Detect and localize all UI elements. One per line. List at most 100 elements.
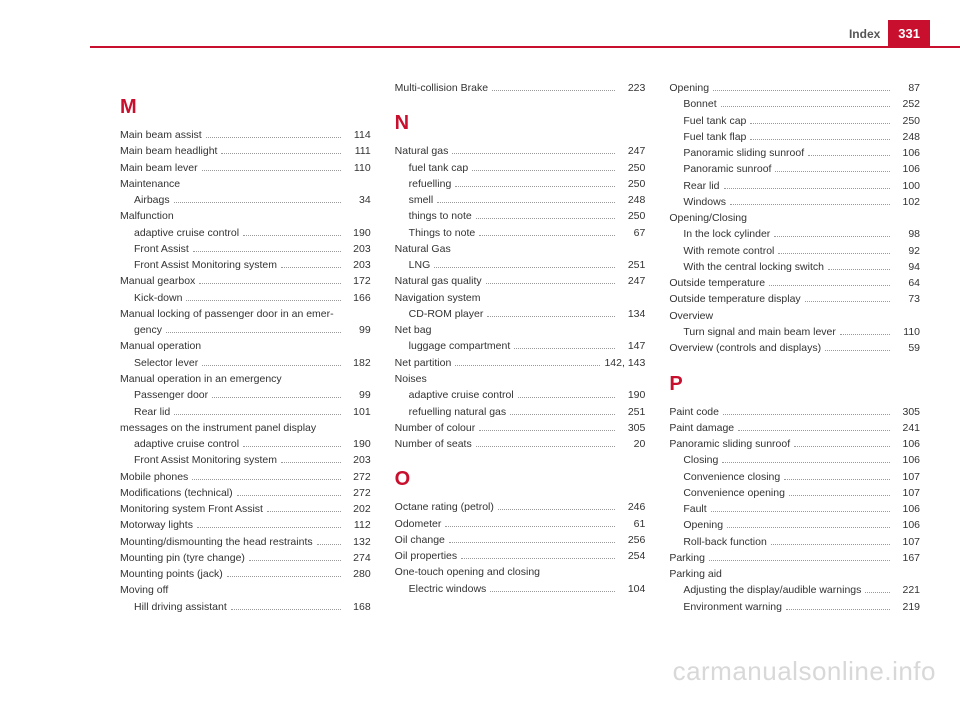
leader-dots	[206, 131, 341, 138]
entry-page: 182	[345, 355, 371, 371]
entry-label: Monitoring system Front Assist	[120, 501, 263, 517]
entry-page: 246	[619, 499, 645, 515]
index-entry: Airbags34	[120, 192, 371, 208]
section-letter: P	[669, 369, 920, 400]
entry-label: Front Assist Monitoring system	[134, 452, 277, 468]
index-entry: Things to note67	[395, 225, 646, 241]
entry-label: With remote control	[683, 243, 774, 259]
leader-dots	[472, 163, 615, 170]
index-entry: Fault106	[669, 501, 920, 517]
entry-page: 251	[619, 404, 645, 420]
entry-label: LNG	[409, 257, 431, 273]
accent-bar	[90, 46, 960, 48]
index-entry: Noises	[395, 371, 646, 387]
index-entry: Rear lid100	[669, 178, 920, 194]
index-entry: Panoramic sunroof106	[669, 161, 920, 177]
entry-label: Mounting pin (tyre change)	[120, 550, 245, 566]
entry-label: Overview	[669, 308, 713, 324]
index-entry: Panoramic sliding sunroof 106	[669, 436, 920, 452]
leader-dots	[231, 602, 341, 609]
entry-label: Motorway lights	[120, 517, 193, 533]
entry-page: 99	[345, 387, 371, 403]
entry-page: 106	[894, 452, 920, 468]
entry-page: 254	[619, 548, 645, 564]
entry-page: 305	[894, 404, 920, 420]
leader-dots	[778, 246, 890, 253]
leader-dots	[249, 554, 341, 561]
index-entry: Convenience opening107	[669, 485, 920, 501]
index-entry: One-touch opening and closing	[395, 564, 646, 580]
index-entry: Malfunction	[120, 208, 371, 224]
leader-dots	[723, 407, 890, 414]
entry-page: 112	[345, 517, 371, 533]
entry-page: 106	[894, 436, 920, 452]
entry-label: Net bag	[395, 322, 432, 338]
entry-page: 106	[894, 501, 920, 517]
entry-label: Things to note	[409, 225, 476, 241]
entry-label: luggage compartment	[409, 338, 511, 354]
entry-page: 147	[619, 338, 645, 354]
entry-label: fuel tank cap	[409, 160, 469, 176]
leader-dots	[317, 537, 341, 544]
entry-label: Convenience closing	[683, 469, 780, 485]
entry-label: Parking	[669, 550, 705, 566]
leader-dots	[267, 505, 341, 512]
entry-page: 100	[894, 178, 920, 194]
index-entry: With remote control92	[669, 243, 920, 259]
entry-label: Kick-down	[134, 290, 182, 306]
entry-label: Outside temperature	[669, 275, 765, 291]
entry-page: 107	[894, 469, 920, 485]
leader-dots	[794, 440, 890, 447]
entry-label: Panoramic sliding sunroof	[669, 436, 790, 452]
entry-page: 172	[345, 273, 371, 289]
leader-dots	[476, 212, 616, 219]
entry-page: 190	[619, 387, 645, 403]
leader-dots	[805, 295, 890, 302]
leader-dots	[452, 147, 615, 154]
index-entry: Outside temperature display73	[669, 291, 920, 307]
leader-dots	[724, 181, 890, 188]
entry-page: 20	[619, 436, 645, 452]
entry-page: 219	[894, 599, 920, 615]
entry-page: 248	[619, 192, 645, 208]
entry-label: Windows	[683, 194, 726, 210]
index-entry: Front Assist203	[120, 241, 371, 257]
index-entry: Electric windows104	[395, 581, 646, 597]
entry-label: Opening	[683, 517, 723, 533]
leader-dots	[769, 279, 890, 286]
index-entry: Overview (controls and displays)59	[669, 340, 920, 356]
index-entry: Oil change256	[395, 532, 646, 548]
entry-label: Turn signal and main beam lever	[683, 324, 836, 340]
entry-page: 107	[894, 485, 920, 501]
entry-page: 247	[619, 143, 645, 159]
leader-dots	[713, 84, 890, 91]
leader-dots	[775, 165, 890, 172]
index-col-1: MMain beam assist114Main beam headlight1…	[120, 80, 371, 641]
entry-page: 241	[894, 420, 920, 436]
entry-label: Natural gas quality	[395, 273, 482, 289]
entry-label: refuelling	[409, 176, 452, 192]
leader-dots	[808, 149, 890, 156]
entry-label: gency	[134, 322, 162, 338]
entry-page: 305	[619, 420, 645, 436]
entry-label: Outside temperature display	[669, 291, 800, 307]
index-entry: Manual locking of passenger door in an e…	[120, 306, 371, 322]
entry-label: Airbags	[134, 192, 170, 208]
leader-dots	[789, 489, 890, 496]
leader-dots	[174, 407, 340, 414]
index-entry: Closing106	[669, 452, 920, 468]
entry-label: Opening	[669, 80, 709, 96]
index-col-3: Opening87Bonnet252Fuel tank cap250Fuel t…	[669, 80, 920, 641]
leader-dots	[771, 537, 890, 544]
watermark: carmanualsonline.info	[673, 656, 936, 687]
index-entry: Panoramic sliding sunroof106	[669, 145, 920, 161]
index-entry: Main beam lever 110	[120, 160, 371, 176]
entry-label: Mounting/dismounting the head restraints	[120, 534, 313, 550]
entry-page: 134	[619, 306, 645, 322]
entry-page: 110	[345, 160, 371, 176]
entry-label: Fuel tank flap	[683, 129, 746, 145]
entry-label: Bonnet	[683, 96, 716, 112]
index-entry: Mobile phones272	[120, 469, 371, 485]
entry-label: Main beam lever	[120, 160, 198, 176]
entry-label: Electric windows	[409, 581, 487, 597]
